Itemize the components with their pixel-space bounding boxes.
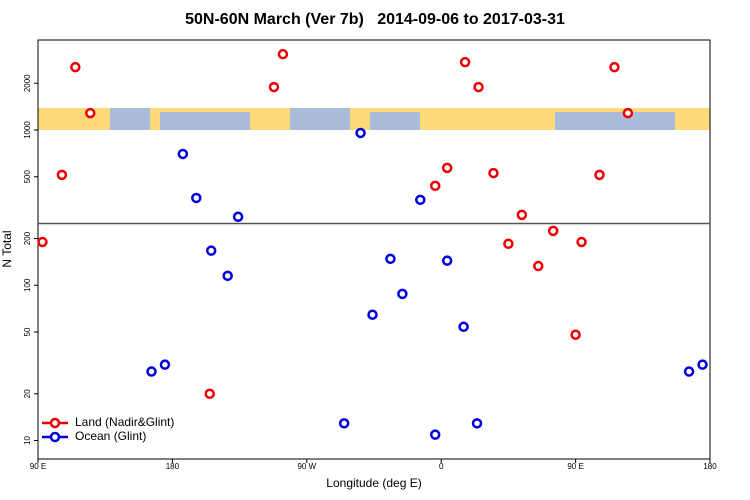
point xyxy=(338,418,350,429)
legend-label: Ocean (Glint) xyxy=(75,429,146,443)
point xyxy=(367,309,378,320)
point xyxy=(415,194,426,206)
point xyxy=(70,61,81,73)
x-tick-label: 90 W xyxy=(297,462,316,471)
point xyxy=(547,225,559,237)
point xyxy=(697,359,708,370)
point xyxy=(576,236,587,248)
point xyxy=(516,209,528,221)
legend-marker xyxy=(49,417,61,429)
point xyxy=(397,288,408,300)
point xyxy=(458,321,469,333)
x-tick-label: 90 E xyxy=(567,462,583,471)
y-tick-label: 20 xyxy=(23,389,32,398)
y-axis-label: N Total xyxy=(0,230,14,267)
map-ocean xyxy=(290,108,350,130)
point xyxy=(683,366,695,377)
point xyxy=(609,61,620,73)
point xyxy=(570,329,581,340)
y-tick-label: 100 xyxy=(23,278,32,292)
point xyxy=(429,180,441,192)
legend-label: Land (Nadir&Glint) xyxy=(75,415,174,429)
legend-marker xyxy=(49,431,61,443)
point xyxy=(85,107,96,119)
point xyxy=(268,81,280,93)
point xyxy=(533,260,544,272)
map-band xyxy=(38,108,710,130)
point xyxy=(441,162,453,174)
point xyxy=(159,359,171,370)
y-tick-label: 10 xyxy=(23,436,32,445)
point xyxy=(355,127,366,139)
y-tick-label: 2000 xyxy=(23,74,32,92)
point xyxy=(429,429,441,440)
x-tick-label: 90 E xyxy=(30,462,46,471)
point xyxy=(488,167,499,179)
point xyxy=(594,169,605,181)
x-tick-label: 180 xyxy=(703,462,717,471)
y-tick-label: 50 xyxy=(23,327,32,336)
map-ocean xyxy=(160,112,250,130)
x-tick-label: 0 xyxy=(439,462,444,471)
point xyxy=(459,56,471,68)
point xyxy=(471,418,483,429)
point xyxy=(146,366,157,377)
point xyxy=(277,48,289,60)
map-ocean xyxy=(555,112,675,130)
point xyxy=(232,211,244,223)
chart-title: 50N-60N March (Ver 7b) 2014-09-06 to 201… xyxy=(185,11,565,28)
point xyxy=(177,148,189,160)
y-tick-label: 1000 xyxy=(23,121,32,139)
y-tick-label: 200 xyxy=(23,231,32,245)
point xyxy=(622,107,634,119)
map-ocean xyxy=(110,108,150,130)
point xyxy=(473,81,484,93)
point xyxy=(204,388,215,400)
point xyxy=(56,169,68,181)
x-axis-label: Longitude (deg E) xyxy=(326,476,421,490)
point xyxy=(37,236,48,248)
point xyxy=(385,253,396,265)
point xyxy=(191,192,202,204)
y-tick-label: 500 xyxy=(23,170,32,184)
x-tick-label: 180 xyxy=(166,462,180,471)
map-ocean xyxy=(370,112,420,130)
point xyxy=(205,245,217,256)
point xyxy=(503,238,514,250)
plot-frame xyxy=(37,39,711,460)
point xyxy=(441,255,453,266)
point xyxy=(222,270,233,282)
